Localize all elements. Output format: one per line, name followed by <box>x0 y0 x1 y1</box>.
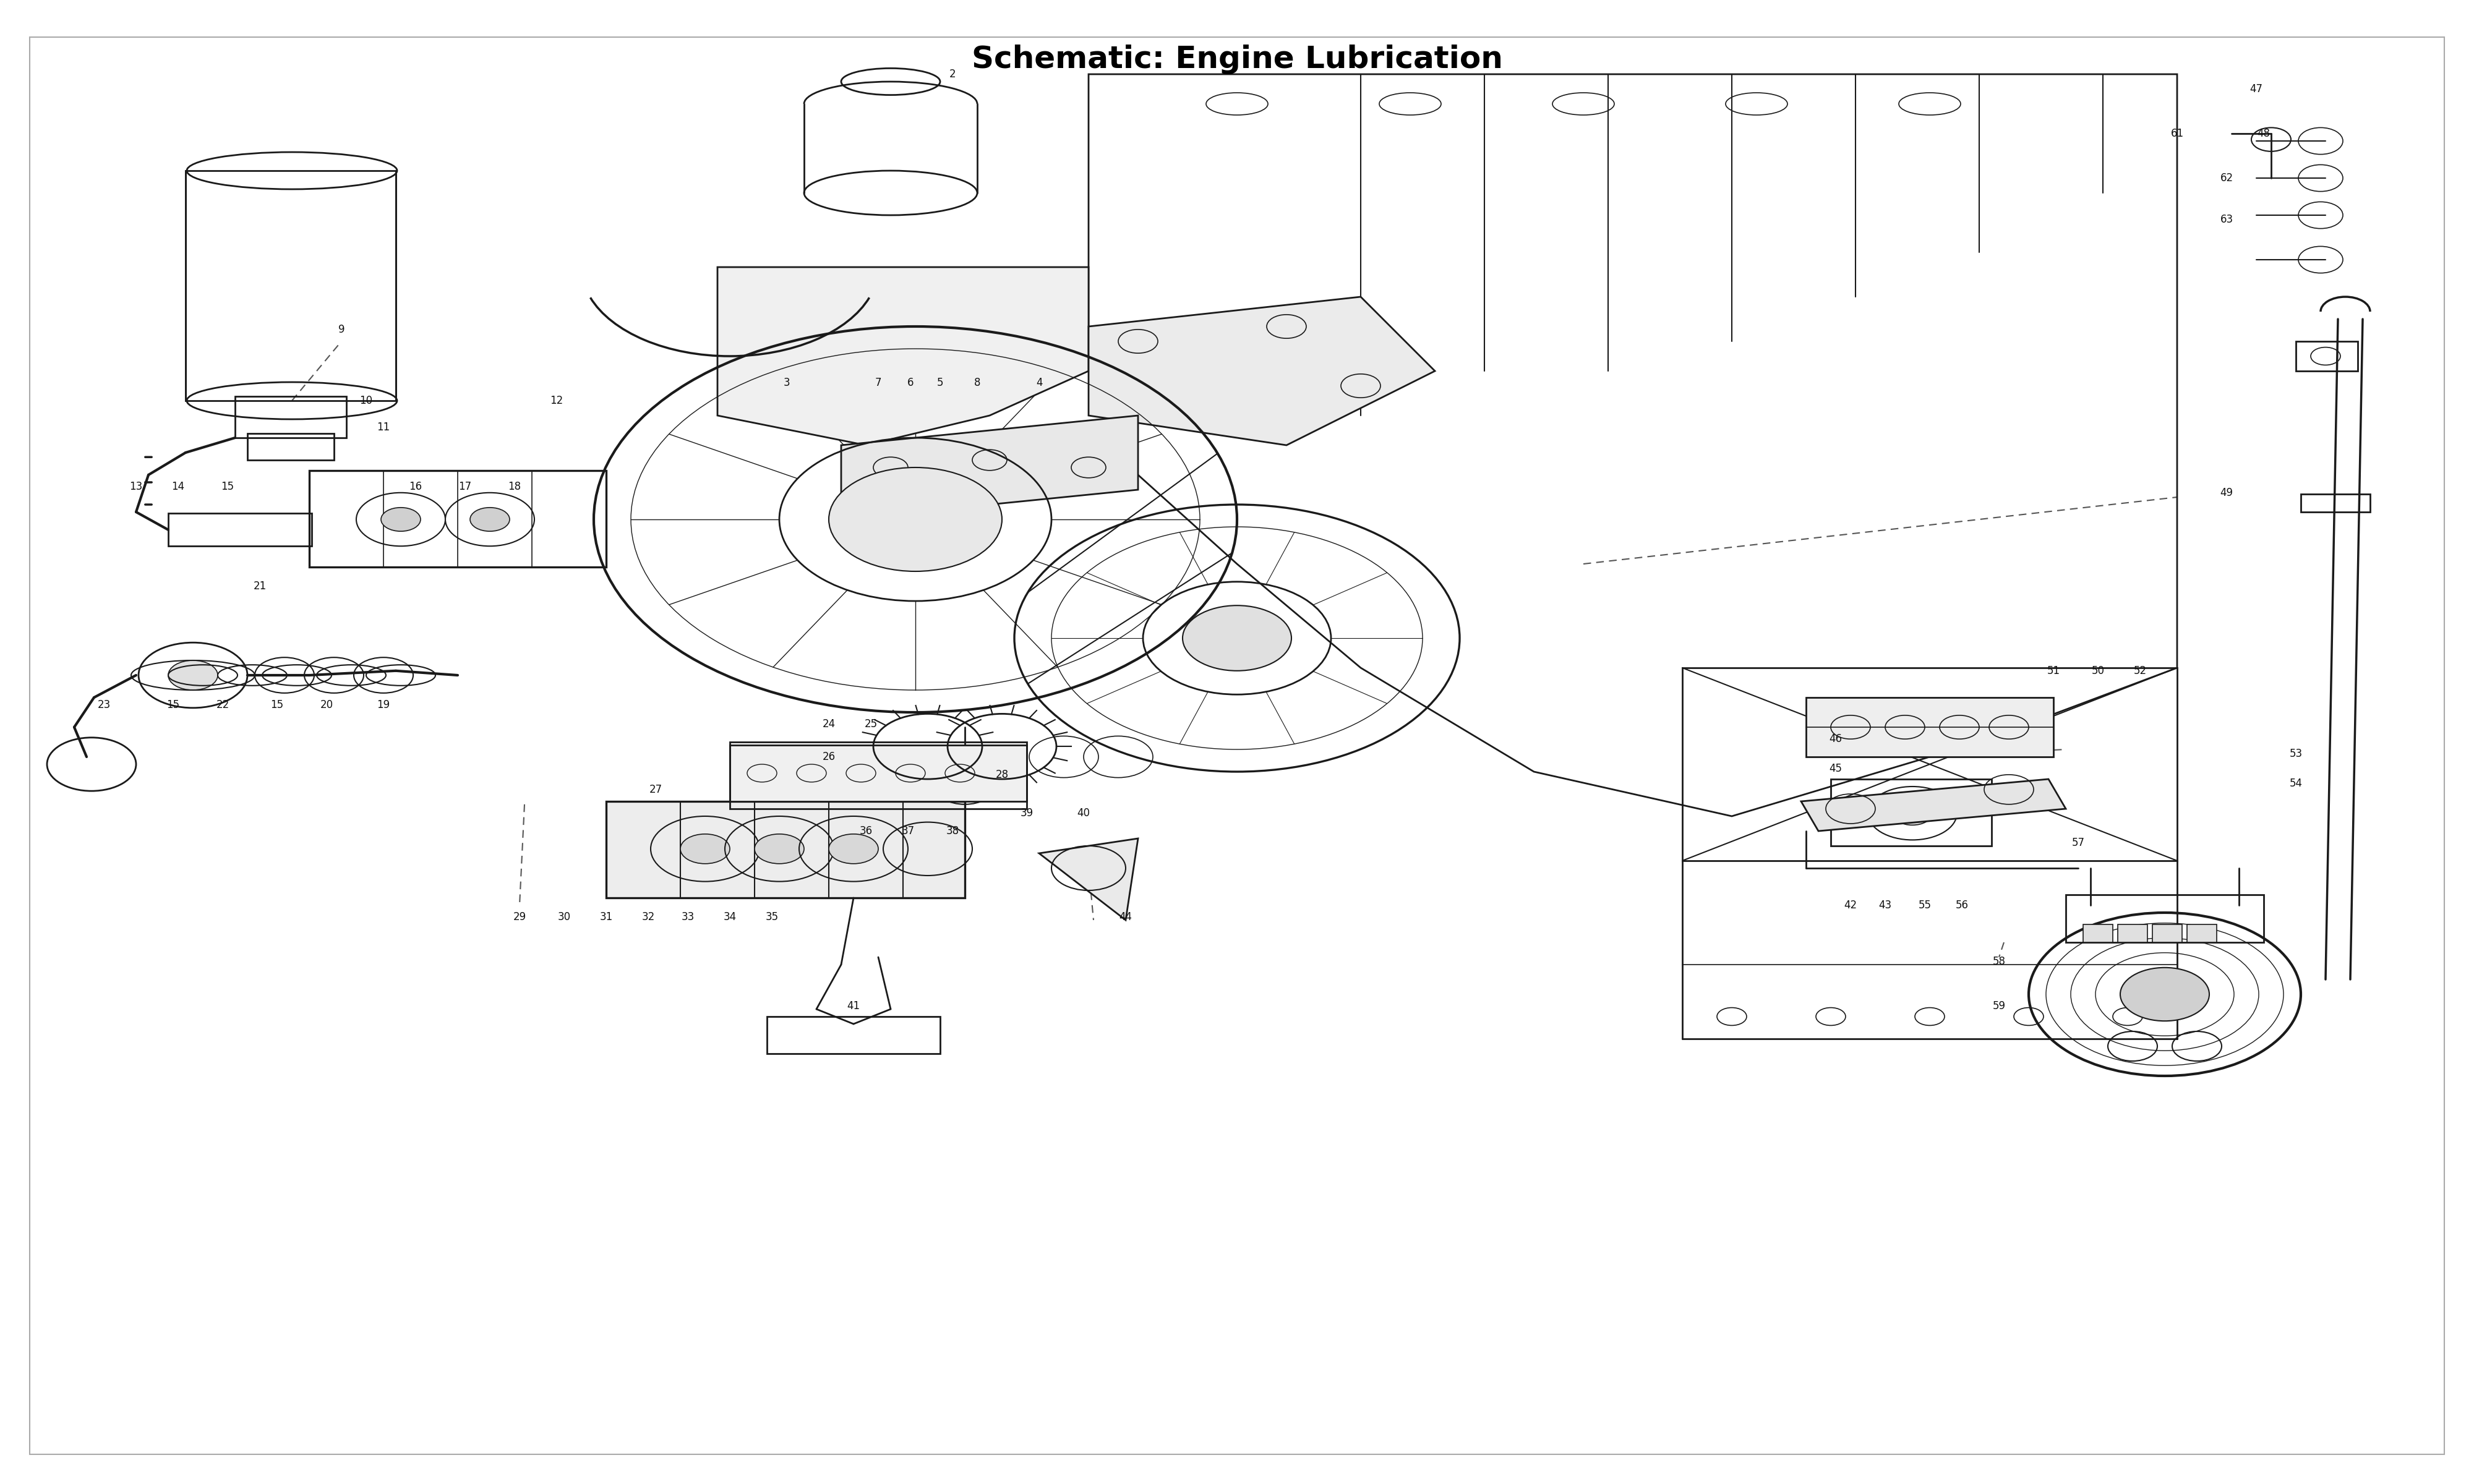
Text: 3: 3 <box>784 377 789 389</box>
Circle shape <box>755 834 804 864</box>
Text: 49: 49 <box>2219 487 2234 499</box>
Text: 16: 16 <box>408 481 423 493</box>
Text: 4: 4 <box>1037 377 1042 389</box>
Circle shape <box>381 508 421 531</box>
Text: 47: 47 <box>2249 83 2264 95</box>
Text: 33: 33 <box>680 911 695 923</box>
Text: 52: 52 <box>2133 665 2147 677</box>
Text: 46: 46 <box>1828 733 1843 745</box>
Bar <box>606 801 965 898</box>
Polygon shape <box>841 416 1138 519</box>
Text: 29: 29 <box>512 911 527 923</box>
Text: 40: 40 <box>1076 807 1091 819</box>
Text: 22: 22 <box>215 699 230 711</box>
Text: 26: 26 <box>821 751 836 763</box>
Bar <box>2187 925 2217 942</box>
Text: 53: 53 <box>2288 748 2303 760</box>
Text: 12: 12 <box>549 395 564 407</box>
Text: 17: 17 <box>458 481 473 493</box>
Bar <box>2152 925 2182 942</box>
Circle shape <box>680 834 730 864</box>
Text: 14: 14 <box>171 481 186 493</box>
Text: 41: 41 <box>846 1000 861 1012</box>
Bar <box>730 745 1027 801</box>
Circle shape <box>829 834 878 864</box>
Text: 15: 15 <box>166 699 181 711</box>
Text: 43: 43 <box>1878 899 1893 911</box>
Text: 63: 63 <box>2219 214 2234 226</box>
Circle shape <box>1893 801 1932 825</box>
Text: 54: 54 <box>2288 778 2303 789</box>
Text: 36: 36 <box>858 825 873 837</box>
Text: 28: 28 <box>995 769 1009 781</box>
Circle shape <box>168 660 218 690</box>
Bar <box>2296 341 2358 371</box>
Text: 55: 55 <box>1917 899 1932 911</box>
Text: 24: 24 <box>821 718 836 730</box>
Text: 8: 8 <box>975 377 980 389</box>
Text: 58: 58 <box>1992 956 2006 968</box>
Bar <box>1831 779 1992 846</box>
Text: 19: 19 <box>376 699 391 711</box>
Text: 59: 59 <box>1992 1000 2006 1012</box>
Bar <box>2066 895 2264 942</box>
Circle shape <box>829 467 1002 571</box>
Bar <box>2301 494 2370 512</box>
Bar <box>2083 925 2113 942</box>
Text: 35: 35 <box>764 911 779 923</box>
Text: 51: 51 <box>2046 665 2061 677</box>
Text: 62: 62 <box>2219 172 2234 184</box>
Text: 48: 48 <box>2256 128 2271 139</box>
Text: 7: 7 <box>876 377 881 389</box>
Polygon shape <box>1806 697 2053 757</box>
Text: 39: 39 <box>1019 807 1034 819</box>
Text: 2: 2 <box>950 68 955 80</box>
Text: 38: 38 <box>945 825 960 837</box>
Text: 44: 44 <box>1118 911 1133 923</box>
Text: 15: 15 <box>270 699 285 711</box>
Bar <box>309 470 606 567</box>
Text: 57: 57 <box>2071 837 2086 849</box>
Polygon shape <box>1801 779 2066 831</box>
Text: 9: 9 <box>339 324 344 335</box>
Text: 56: 56 <box>1954 899 1969 911</box>
Circle shape <box>470 508 510 531</box>
Bar <box>767 1017 940 1054</box>
Text: 27: 27 <box>648 784 663 795</box>
Text: 11: 11 <box>376 421 391 433</box>
Text: 10: 10 <box>359 395 374 407</box>
Bar <box>247 433 334 460</box>
Text: 15: 15 <box>220 481 235 493</box>
Text: 42: 42 <box>1843 899 1858 911</box>
Bar <box>2118 925 2147 942</box>
Text: 31: 31 <box>599 911 614 923</box>
Text: 20: 20 <box>319 699 334 711</box>
Text: Schematic: Engine Lubrication: Schematic: Engine Lubrication <box>972 45 1502 74</box>
Text: 32: 32 <box>641 911 656 923</box>
Bar <box>168 513 312 546</box>
Text: 25: 25 <box>863 718 878 730</box>
Polygon shape <box>1089 297 1435 445</box>
Bar <box>235 396 346 438</box>
Circle shape <box>1183 605 1291 671</box>
Text: 34: 34 <box>722 911 737 923</box>
Text: 13: 13 <box>129 481 143 493</box>
Text: 30: 30 <box>557 911 571 923</box>
Polygon shape <box>1039 838 1138 920</box>
Text: 23: 23 <box>96 699 111 711</box>
Text: 50: 50 <box>2091 665 2105 677</box>
Bar <box>186 171 396 401</box>
Text: 6: 6 <box>908 377 913 389</box>
Text: 5: 5 <box>938 377 943 389</box>
Text: 21: 21 <box>252 580 267 592</box>
Text: 18: 18 <box>507 481 522 493</box>
Text: 45: 45 <box>1828 763 1843 775</box>
Text: 61: 61 <box>2170 128 2185 139</box>
Circle shape <box>2120 968 2209 1021</box>
Text: 37: 37 <box>901 825 915 837</box>
Polygon shape <box>717 267 1089 445</box>
